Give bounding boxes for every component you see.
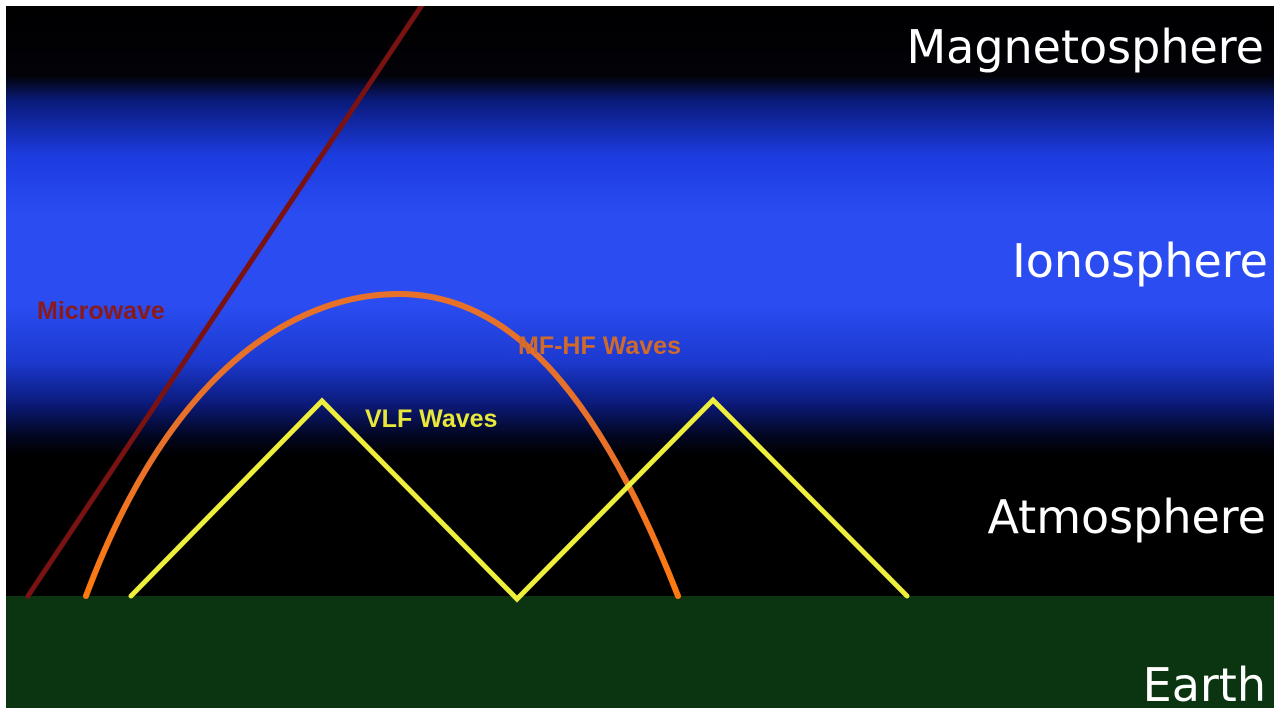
earth-label: Earth [1142,658,1266,708]
mf-hf-waves-label: MF-HF Waves [518,332,681,360]
earth-ground [6,596,1274,708]
wave-propagation-diagram [25,6,910,603]
vlf-wave-zigzag [128,396,910,603]
vlf-waves-label: VLF Waves [365,405,498,433]
mf-hf-wave-arc [83,290,681,599]
diagram-frame: Magnetosphere Ionosphere Atmosphere Eart… [6,6,1274,708]
magnetosphere-label: Magnetosphere [906,20,1264,74]
sky-layers-background [6,6,1274,598]
microwave-ray [25,6,425,599]
microwave-label: Microwave [37,297,165,325]
ionosphere-label: Ionosphere [1012,234,1268,288]
atmosphere-label: Atmosphere [987,490,1266,544]
